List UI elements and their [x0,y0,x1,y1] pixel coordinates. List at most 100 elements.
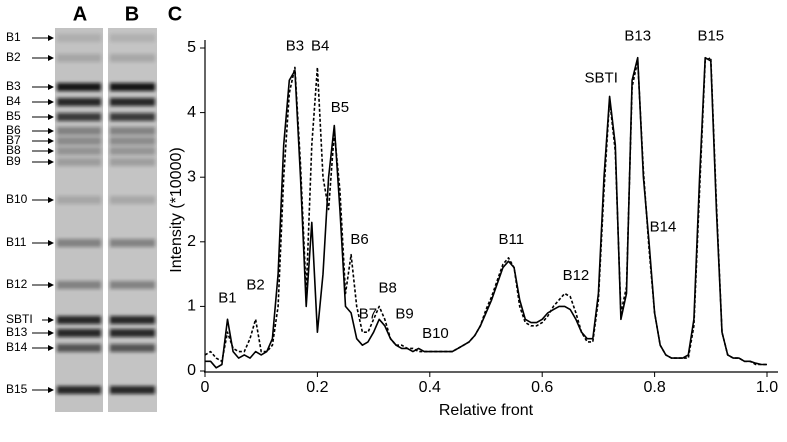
peak-label: B10 [422,325,449,342]
arrow-head [48,128,54,134]
gel-band [57,137,101,145]
gel-band [57,127,101,135]
y-axis-label: Intensity (*10000) [168,147,185,272]
gel-band [57,158,101,166]
peak-label: B7 [359,306,377,323]
lane-label: B [125,3,139,25]
arrow-head [48,138,54,144]
band-label: B12 [6,277,28,291]
gel-band [57,281,101,289]
line-series [204,56,767,366]
x-tick-label: 0 [201,379,210,396]
band-label: B9 [6,154,21,168]
y-tick-label: 1 [187,298,196,315]
arrow-head [48,345,54,351]
peak-label: SBTI [585,70,618,87]
band-label: SBTI [6,312,33,326]
gel-band [110,147,155,155]
x-tick-label: 1.0 [756,379,778,396]
band-label: B15 [6,382,28,396]
peak-label: B13 [624,28,651,45]
panel-label: C [168,3,182,25]
peak-label: B6 [350,231,368,248]
arrow-head [48,55,54,61]
band-label: B6 [6,123,21,137]
y-tick-label: 0 [187,362,196,379]
gel-band [57,239,101,247]
arrow-head [48,387,54,393]
peak-label: B3 [286,37,304,54]
gel-band [57,98,101,106]
gel-band [110,127,155,135]
gel-band [57,34,101,42]
peak-label: B11 [499,231,525,248]
peak-label: B8 [378,280,396,297]
arrow-head [48,148,54,154]
gel-bands [57,34,155,394]
gel-band [110,196,155,204]
gel-band [57,344,101,352]
y-tick-label: 5 [187,39,196,56]
peak-label: B15 [697,28,724,45]
band-label: B11 [6,235,27,249]
gel-band [110,344,155,352]
peak-label: B5 [331,99,349,116]
gel-band [110,281,155,289]
y-tick-label: 4 [187,104,196,121]
arrow-head [48,330,54,336]
band-label: B1 [6,30,21,44]
peak-label: B14 [650,218,677,235]
gel-band [57,113,101,121]
gel-band [110,137,155,145]
band-label: B14 [6,340,28,354]
band-label: B10 [6,192,28,206]
peak-label: B1 [218,289,236,306]
gel-band [110,239,155,247]
x-tick-label: 0.4 [419,379,441,396]
arrow-head [48,317,54,323]
arrow-head [48,240,54,246]
lane-label: A [73,3,87,25]
gel-band [57,83,101,91]
gel-band [57,316,101,324]
x-axis-label: Relative front [439,402,534,419]
y-tick-label: 3 [187,168,196,185]
gel-band [110,34,155,42]
arrow-head [48,114,54,120]
gel-band [57,196,101,204]
band-label: B4 [6,94,21,108]
band-label: B13 [6,325,28,339]
gel-band [110,158,155,166]
gel-band [57,54,101,62]
gel-band [57,147,101,155]
peak-label: B9 [395,306,413,323]
band-label: B3 [6,79,21,93]
gel-band [57,329,101,337]
band-label: B7 [6,133,21,147]
x-tick-label: 0.6 [531,379,553,396]
band-label: B8 [6,143,21,157]
peak-label: B12 [563,267,590,284]
peak-label: B4 [311,37,329,54]
gel-band [110,386,155,394]
gel-band [57,386,101,394]
gel-band [110,316,155,324]
gel-band [110,83,155,91]
band-label: B5 [6,109,21,123]
arrow-head [48,35,54,41]
band-label: B2 [6,50,21,64]
peak-label: B2 [246,276,264,293]
line-series [205,56,767,369]
gel-band [110,329,155,337]
arrow-head [48,84,54,90]
y-tick-label: 2 [187,233,196,250]
x-tick-label: 0.8 [643,379,665,396]
gel-band [110,113,155,121]
arrow-head [48,282,54,288]
arrow-head [48,99,54,105]
x-tick-label: 0.2 [306,379,328,396]
arrow-head [48,159,54,165]
gel-band [110,98,155,106]
gel-band [110,54,155,62]
